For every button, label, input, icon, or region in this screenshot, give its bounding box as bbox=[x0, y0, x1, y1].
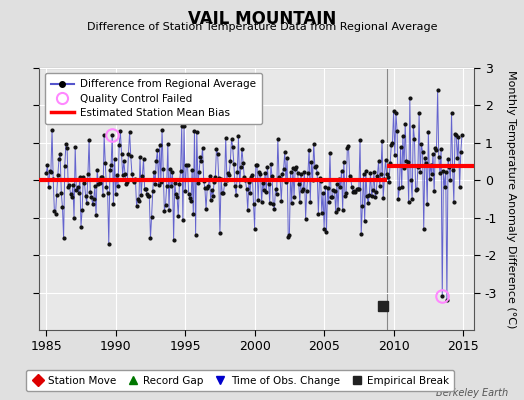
Text: VAIL MOUNTAIN: VAIL MOUNTAIN bbox=[188, 10, 336, 28]
Y-axis label: Monthly Temperature Anomaly Difference (°C): Monthly Temperature Anomaly Difference (… bbox=[507, 70, 517, 328]
Text: Difference of Station Temperature Data from Regional Average: Difference of Station Temperature Data f… bbox=[87, 22, 437, 32]
Legend: Difference from Regional Average, Quality Control Failed, Estimated Station Mean: Difference from Regional Average, Qualit… bbox=[45, 73, 262, 124]
Legend: Station Move, Record Gap, Time of Obs. Change, Empirical Break: Station Move, Record Gap, Time of Obs. C… bbox=[26, 370, 454, 391]
Text: Berkeley Earth: Berkeley Earth bbox=[436, 388, 508, 398]
